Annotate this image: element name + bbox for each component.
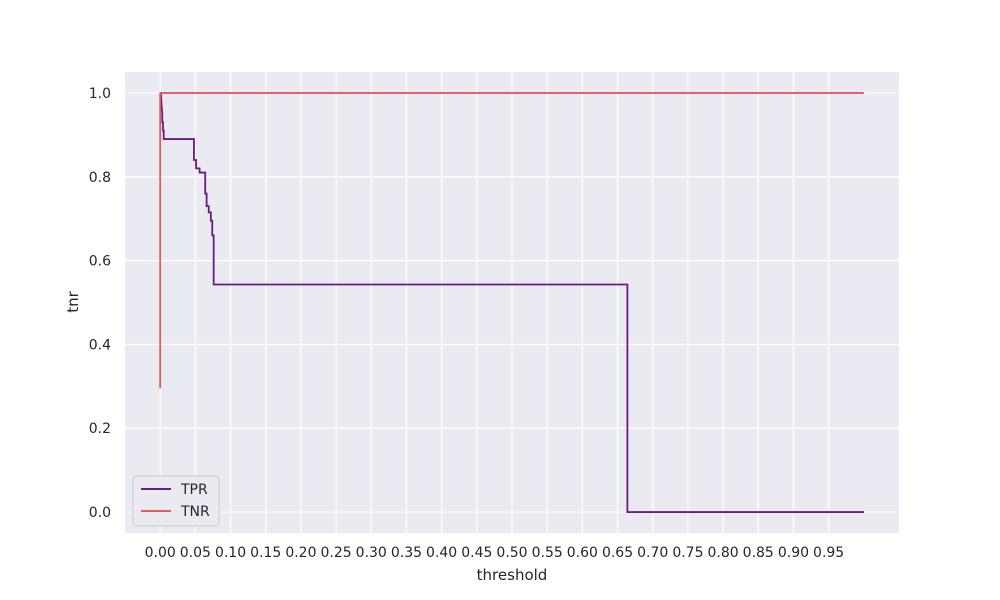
x-axis-title: threshold bbox=[477, 566, 548, 584]
x-tick-labels: 0.00 0.05 0.10 0.15 0.20 0.25 0.30 0.35 0.40 0.45… bbox=[145, 545, 845, 561]
legend: TPR TNR bbox=[132, 475, 220, 527]
x-tick-label-0-50: 0.50 bbox=[496, 545, 527, 561]
x-tick-label-0-90: 0.90 bbox=[778, 545, 809, 561]
x-tick-label-0-00: 0.00 bbox=[145, 545, 176, 561]
x-tick-label-0-45: 0.45 bbox=[461, 545, 492, 561]
y-tick-labels: 0.0 0.2 0.4 0.6 0.8 1.0 bbox=[89, 86, 111, 521]
x-tick-label-0-15: 0.15 bbox=[250, 545, 281, 561]
x-tick-label-0-80: 0.80 bbox=[708, 545, 739, 561]
y-tick-label-0-4: 0.4 bbox=[89, 337, 111, 353]
series-layer bbox=[159, 92, 864, 513]
x-tick-label-0-85: 0.85 bbox=[743, 545, 774, 561]
x-tick-label-0-40: 0.40 bbox=[426, 545, 457, 561]
series-line-tpr bbox=[159, 92, 864, 513]
x-tick-label-0-20: 0.20 bbox=[285, 545, 316, 561]
y-tick-label-0-6: 0.6 bbox=[89, 254, 111, 270]
x-tick-label-0-95: 0.95 bbox=[813, 545, 844, 561]
x-tick-label-0-35: 0.35 bbox=[391, 545, 422, 561]
y-tick-label-0-2: 0.2 bbox=[89, 421, 111, 437]
y-tick-label-1-0: 1.0 bbox=[89, 86, 111, 102]
x-tick-label-0-30: 0.30 bbox=[356, 545, 387, 561]
x-tick-label-0-60: 0.60 bbox=[567, 545, 598, 561]
series-line-tnr bbox=[159, 92, 864, 389]
legend-label-tpr: TPR bbox=[180, 482, 208, 498]
y-tick-label-0-8: 0.8 bbox=[89, 170, 111, 186]
x-tick-label-0-05: 0.05 bbox=[180, 545, 211, 561]
x-tick-label-0-55: 0.55 bbox=[532, 545, 563, 561]
x-tick-label-0-10: 0.10 bbox=[215, 545, 246, 561]
y-tick-label-0-0: 0.0 bbox=[89, 505, 111, 521]
x-tick-label-0-25: 0.25 bbox=[321, 545, 352, 561]
legend-label-tnr: TNR bbox=[180, 504, 210, 520]
x-tick-label-0-70: 0.70 bbox=[637, 545, 668, 561]
x-tick-label-0-75: 0.75 bbox=[672, 545, 703, 561]
y-axis-title: tnr bbox=[64, 290, 82, 312]
x-tick-label-0-65: 0.65 bbox=[602, 545, 633, 561]
